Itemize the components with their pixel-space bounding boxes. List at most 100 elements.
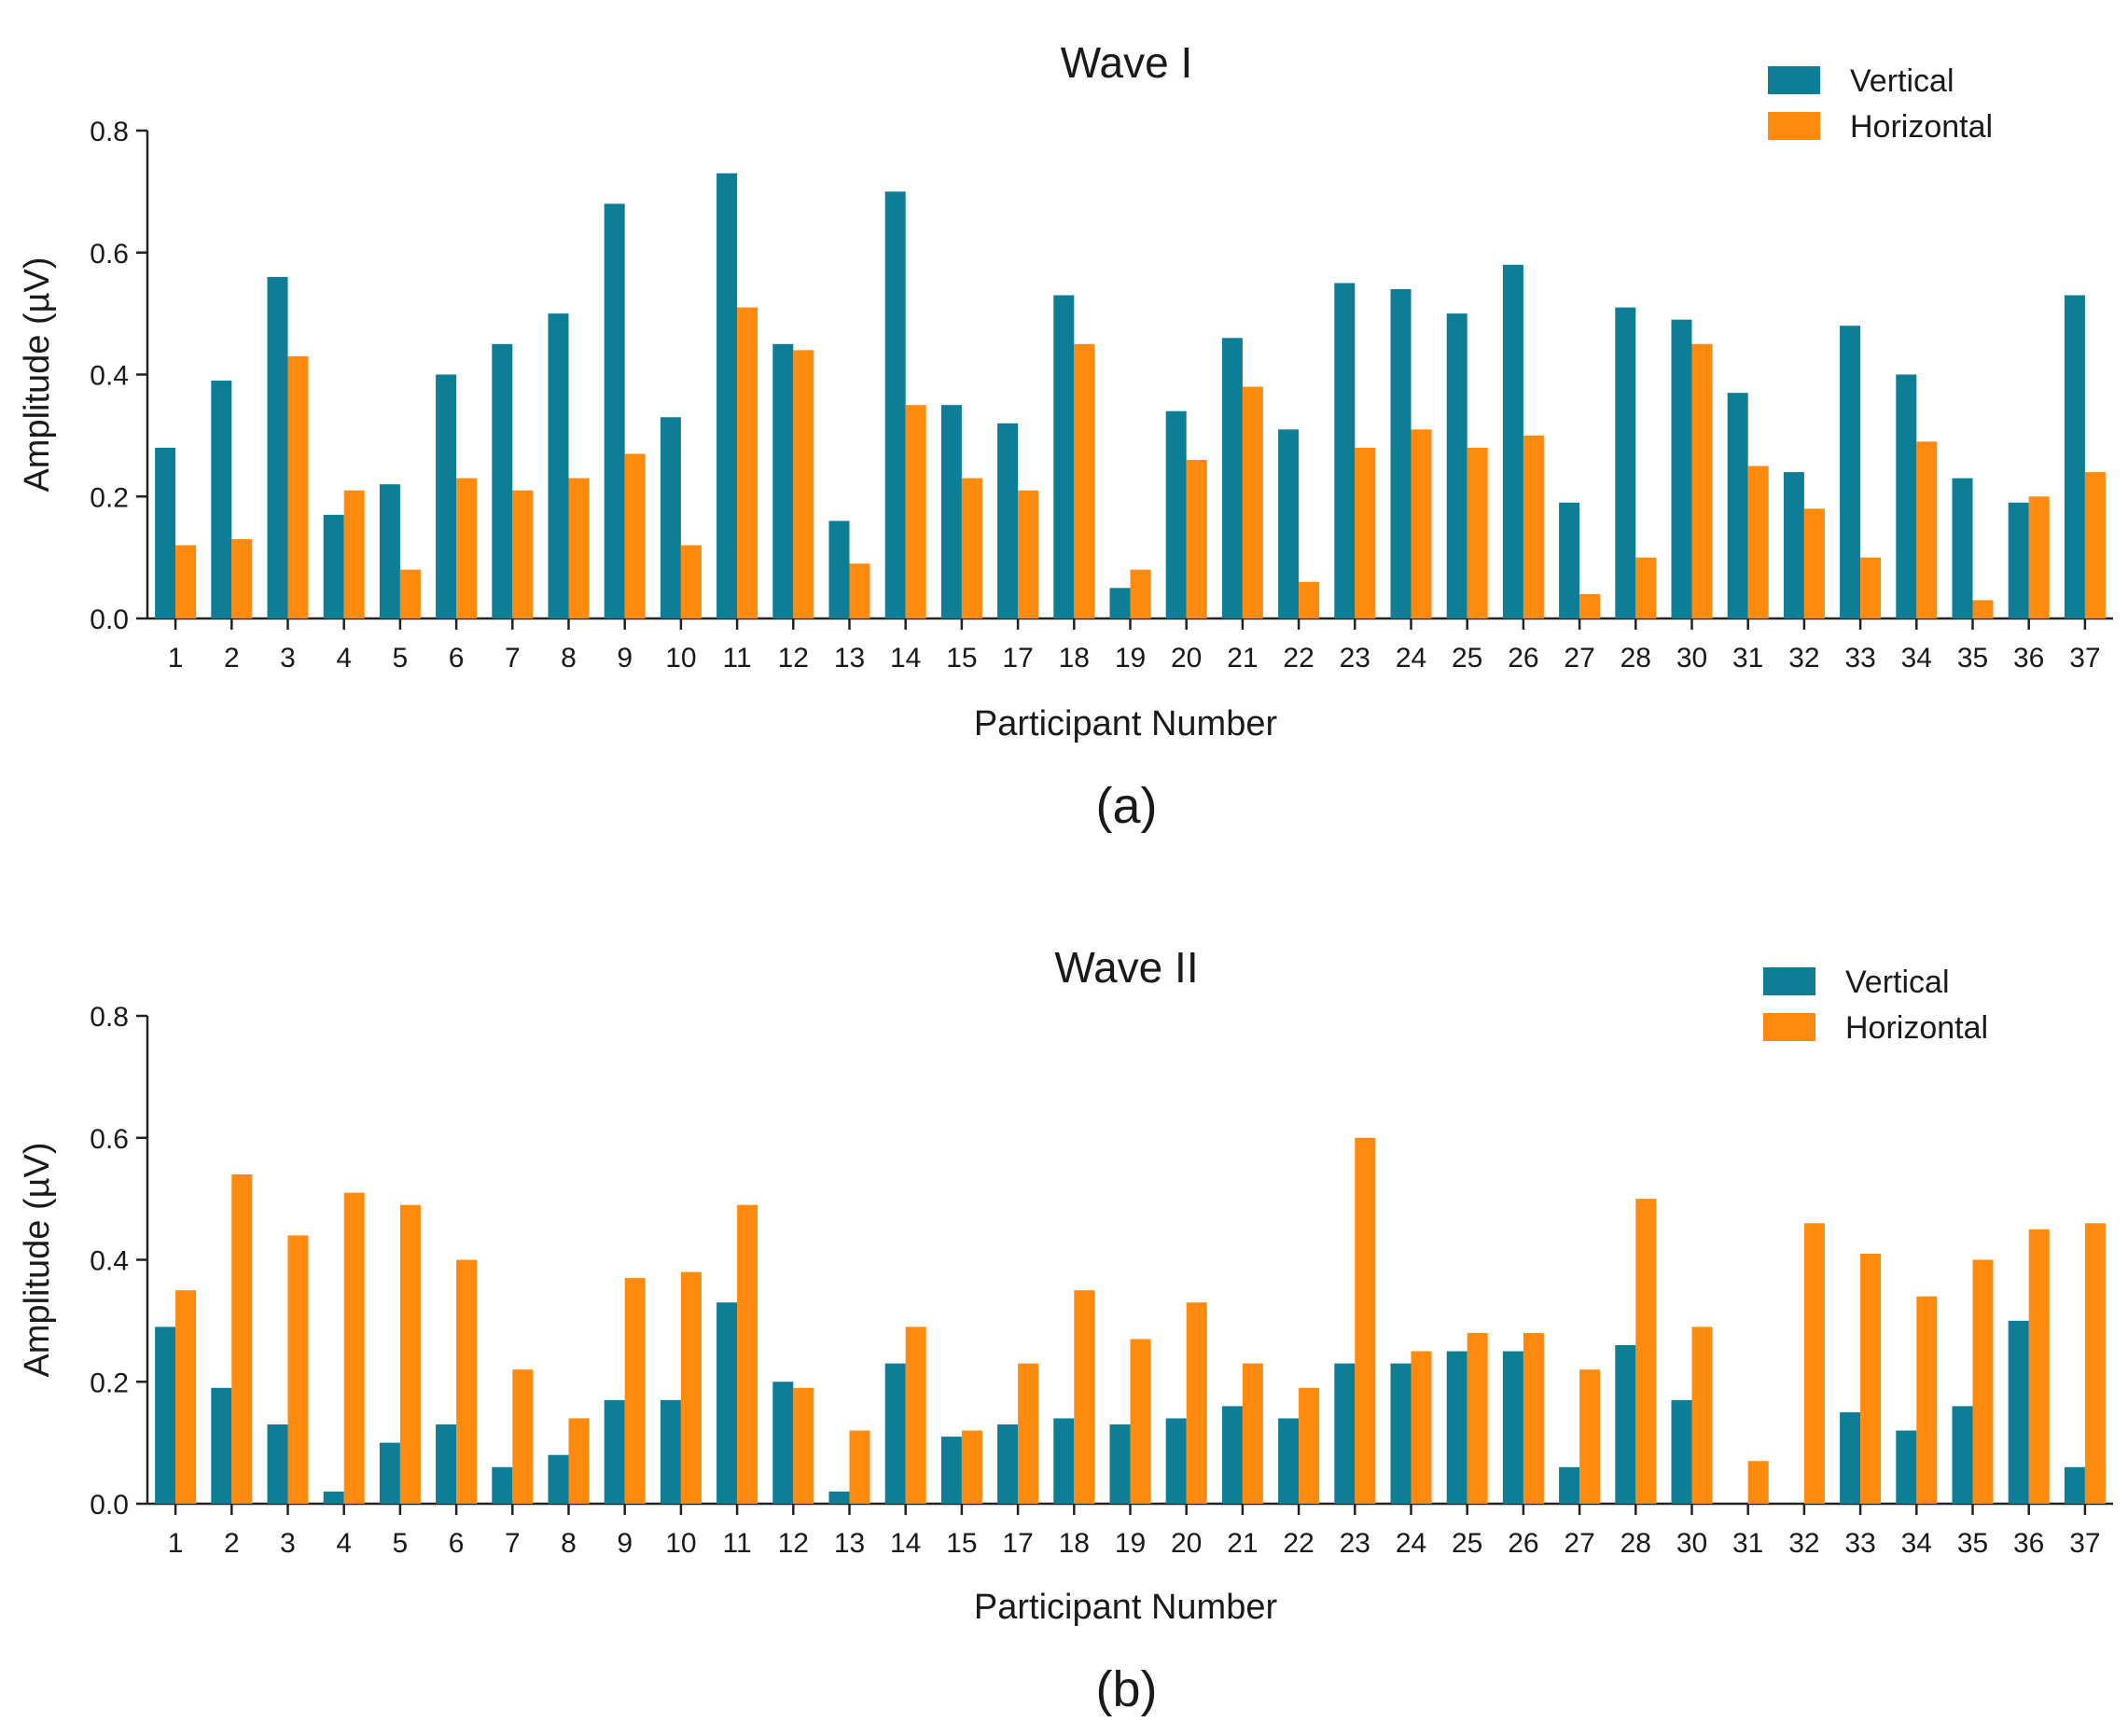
x-tick-label: 5 [393, 1528, 409, 1559]
x-tick-label: 37 [2069, 1528, 2100, 1559]
bar-vertical-26 [1502, 1351, 1523, 1504]
bar-horizontal-5 [399, 1204, 421, 1504]
bar-vertical-22 [1278, 1418, 1300, 1504]
x-tick-label: 30 [1676, 1528, 1707, 1559]
bar-horizontal-28 [1635, 1199, 1657, 1504]
bar-vertical-7 [492, 1466, 513, 1504]
bar-vertical-27 [1559, 502, 1580, 618]
x-tick-label: 24 [1396, 1528, 1426, 1559]
bar-horizontal-37 [2084, 1223, 2106, 1504]
bar-vertical-11 [716, 173, 738, 618]
x-tick-label: 28 [1620, 1528, 1651, 1559]
bar-vertical-23 [1334, 1363, 1356, 1504]
bar-horizontal-25 [1467, 447, 1488, 618]
bar-vertical-8 [548, 313, 569, 618]
bar-vertical-35 [1952, 478, 1973, 618]
bar-vertical-28 [1615, 307, 1636, 618]
x-tick-label: 18 [1059, 643, 1090, 674]
x-tick-label: 19 [1115, 1528, 1146, 1559]
bar-vertical-25 [1446, 313, 1467, 618]
bar-horizontal-1 [175, 545, 197, 618]
bar-vertical-33 [1840, 1411, 1861, 1504]
bar-vertical-1 [155, 1326, 176, 1504]
bar-horizontal-8 [568, 478, 590, 618]
bar-vertical-26 [1502, 264, 1523, 618]
x-tick-label: 30 [1676, 643, 1707, 674]
bar-horizontal-20 [1186, 460, 1207, 618]
bar-horizontal-10 [680, 545, 702, 618]
bar-vertical-7 [492, 343, 513, 618]
bar-horizontal-33 [1860, 557, 1882, 618]
y-tick-label: 0.2 [90, 482, 129, 513]
bar-horizontal-4 [343, 490, 365, 618]
x-tick-label: 33 [1844, 1528, 1875, 1559]
bar-horizontal-23 [1355, 1137, 1376, 1504]
x-tick-label: 34 [1901, 1528, 1932, 1559]
bar-horizontal-30 [1691, 1326, 1713, 1504]
x-tick-label: 22 [1283, 643, 1314, 674]
bar-vertical-36 [2008, 502, 2029, 618]
bar-horizontal-33 [1860, 1253, 1882, 1504]
bar-horizontal-31 [1747, 465, 1769, 618]
x-tick-label: 32 [1788, 1528, 1819, 1559]
x-tick-label: 13 [834, 643, 865, 674]
bar-vertical-18 [1053, 1418, 1075, 1504]
bar-horizontal-7 [512, 1369, 534, 1504]
bar-vertical-5 [379, 484, 400, 618]
bar-horizontal-8 [568, 1418, 590, 1504]
y-tick-label: 0.6 [90, 1124, 129, 1155]
bar-horizontal-12 [793, 350, 814, 618]
bar-horizontal-9 [624, 453, 646, 618]
x-tick-label: 20 [1171, 1528, 1202, 1559]
bar-horizontal-17 [1018, 1363, 1039, 1504]
bar-horizontal-36 [2028, 1229, 2050, 1504]
x-tick-label: 33 [1844, 643, 1875, 674]
bar-vertical-4 [323, 514, 344, 618]
bar-vertical-14 [884, 1363, 906, 1504]
x-tick-label: 15 [946, 643, 977, 674]
x-tick-label: 23 [1340, 1528, 1370, 1559]
x-tick-label: 14 [890, 643, 921, 674]
bar-horizontal-30 [1691, 343, 1713, 618]
x-tick-label: 34 [1901, 643, 1932, 674]
x-tick-label: 1 [168, 643, 184, 674]
x-tick-label: 10 [665, 1528, 696, 1559]
bar-vertical-11 [716, 1302, 738, 1504]
x-tick-label: 20 [1171, 643, 1202, 674]
chart-title: Wave I [1061, 38, 1192, 87]
bar-horizontal-11 [737, 1204, 758, 1504]
bar-vertical-10 [660, 1399, 681, 1504]
x-tick-label: 25 [1452, 1528, 1482, 1559]
x-tick-label: 27 [1564, 1528, 1594, 1559]
legend-label-horizontal: Horizontal [1850, 109, 1993, 145]
bar-horizontal-32 [1803, 508, 1825, 618]
bar-vertical-30 [1671, 1399, 1692, 1504]
bar-vertical-19 [1109, 1424, 1131, 1504]
bar-vertical-22 [1278, 429, 1300, 618]
bar-horizontal-27 [1579, 1369, 1601, 1504]
bar-vertical-24 [1390, 288, 1412, 618]
bar-horizontal-17 [1018, 490, 1039, 618]
bar-vertical-19 [1109, 588, 1131, 618]
x-tick-label: 3 [280, 643, 296, 674]
y-tick-label: 0.6 [90, 239, 129, 270]
legend-swatch-vertical [1768, 66, 1820, 94]
x-tick-label: 9 [617, 1528, 633, 1559]
x-tick-label: 26 [1508, 1528, 1538, 1559]
bar-horizontal-27 [1579, 593, 1601, 618]
bar-vertical-12 [772, 1382, 794, 1504]
x-tick-label: 19 [1115, 643, 1146, 674]
bar-vertical-30 [1671, 319, 1692, 618]
bar-vertical-20 [1165, 410, 1187, 618]
bar-horizontal-4 [343, 1192, 365, 1504]
x-tick-label: 36 [2013, 1528, 2044, 1559]
x-tick-label: 1 [168, 1528, 184, 1559]
x-axis-label: Participant Number [974, 1588, 1278, 1627]
x-tick-label: 36 [2013, 643, 2044, 674]
x-tick-label: 4 [336, 643, 352, 674]
panel-caption: (b) [1096, 1661, 1158, 1717]
x-tick-label: 6 [449, 1528, 465, 1559]
